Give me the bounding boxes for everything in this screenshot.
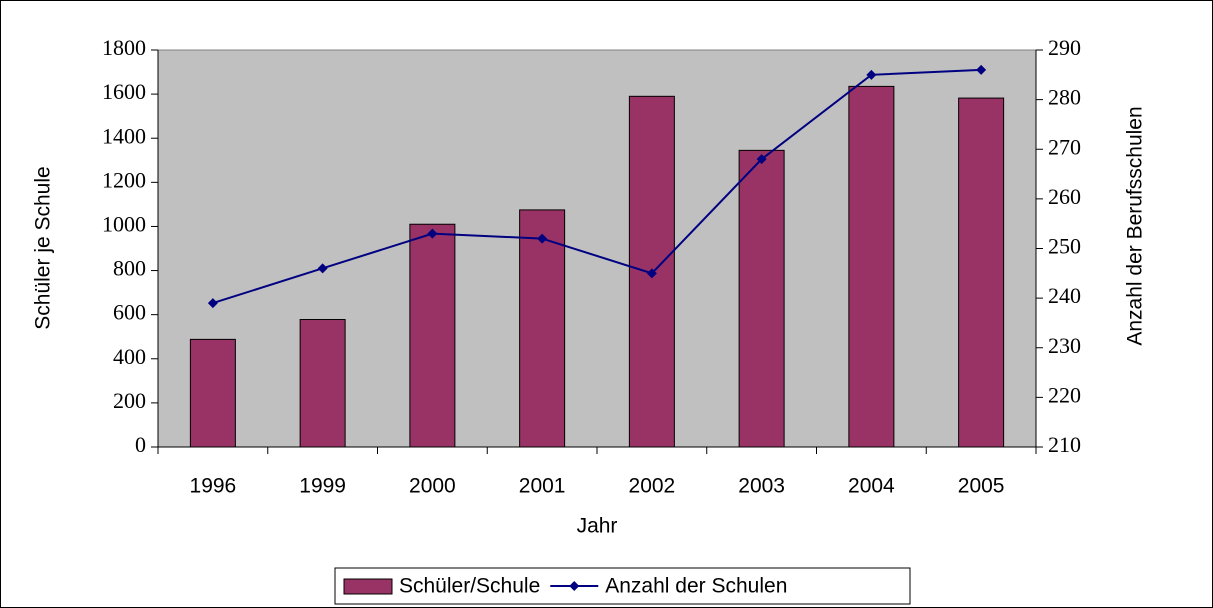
y-tick-label: 1600: [102, 79, 146, 104]
x-tick-label: 2004: [848, 475, 895, 498]
line: [212, 68, 982, 305]
bar: [519, 209, 566, 448]
bar: [738, 149, 785, 448]
y-tick-label: 1200: [102, 167, 146, 192]
bar: [409, 223, 456, 448]
line-marker: [427, 228, 438, 239]
plot-area: [157, 49, 1037, 448]
y2-tick-label: 290: [1048, 35, 1081, 60]
y-axis-title: Schüler je Schule: [32, 166, 55, 329]
y2-tick-label: 220: [1048, 382, 1081, 407]
legend-label: Anzahl der Schulen: [605, 575, 787, 598]
y-tick-label: 400: [113, 344, 146, 369]
legend-label: Schüler/Schule: [399, 575, 540, 598]
y-tick-label: 800: [113, 256, 146, 281]
line-marker: [207, 298, 218, 309]
line-marker: [646, 268, 657, 279]
line-marker: [537, 233, 548, 244]
x-tick-label: 2001: [519, 475, 566, 498]
x-tick-label: 2003: [738, 475, 785, 498]
x-tick-label: 2005: [958, 475, 1005, 498]
y2-tick-label: 260: [1048, 184, 1081, 209]
line-marker: [976, 64, 987, 75]
x-tick-label: 1999: [299, 475, 346, 498]
y-tick-label: 600: [113, 300, 146, 325]
bar: [299, 319, 346, 448]
legend-box: [334, 567, 911, 605]
bar: [958, 97, 1005, 448]
y-tick-label: 0: [135, 432, 146, 457]
y2-tick-label: 280: [1048, 85, 1081, 110]
bar: [189, 338, 236, 448]
bar: [848, 85, 895, 448]
y2-tick-label: 230: [1048, 333, 1081, 358]
y-tick-label: 200: [113, 388, 146, 413]
y2-tick-label: 210: [1048, 432, 1081, 457]
line-marker: [866, 69, 877, 80]
legend-swatch: [343, 578, 393, 595]
x-tick-label: 2002: [629, 475, 676, 498]
y2-tick-label: 240: [1048, 283, 1081, 308]
line-marker: [756, 154, 767, 165]
y2-axis-title: Anzahl der Berufsschulen: [1124, 106, 1147, 345]
y-tick-label: 1400: [102, 123, 146, 148]
x-tick-label: 2000: [409, 475, 456, 498]
line-marker: [317, 263, 328, 274]
y-tick-label: 1800: [102, 35, 146, 60]
y-tick-label: 1000: [102, 211, 146, 236]
x-axis-title: Jahr: [577, 515, 618, 538]
y2-tick-label: 250: [1048, 234, 1081, 259]
y2-tick-label: 270: [1048, 134, 1081, 159]
x-tick-label: 1996: [190, 475, 237, 498]
legend-marker: [569, 581, 580, 591]
